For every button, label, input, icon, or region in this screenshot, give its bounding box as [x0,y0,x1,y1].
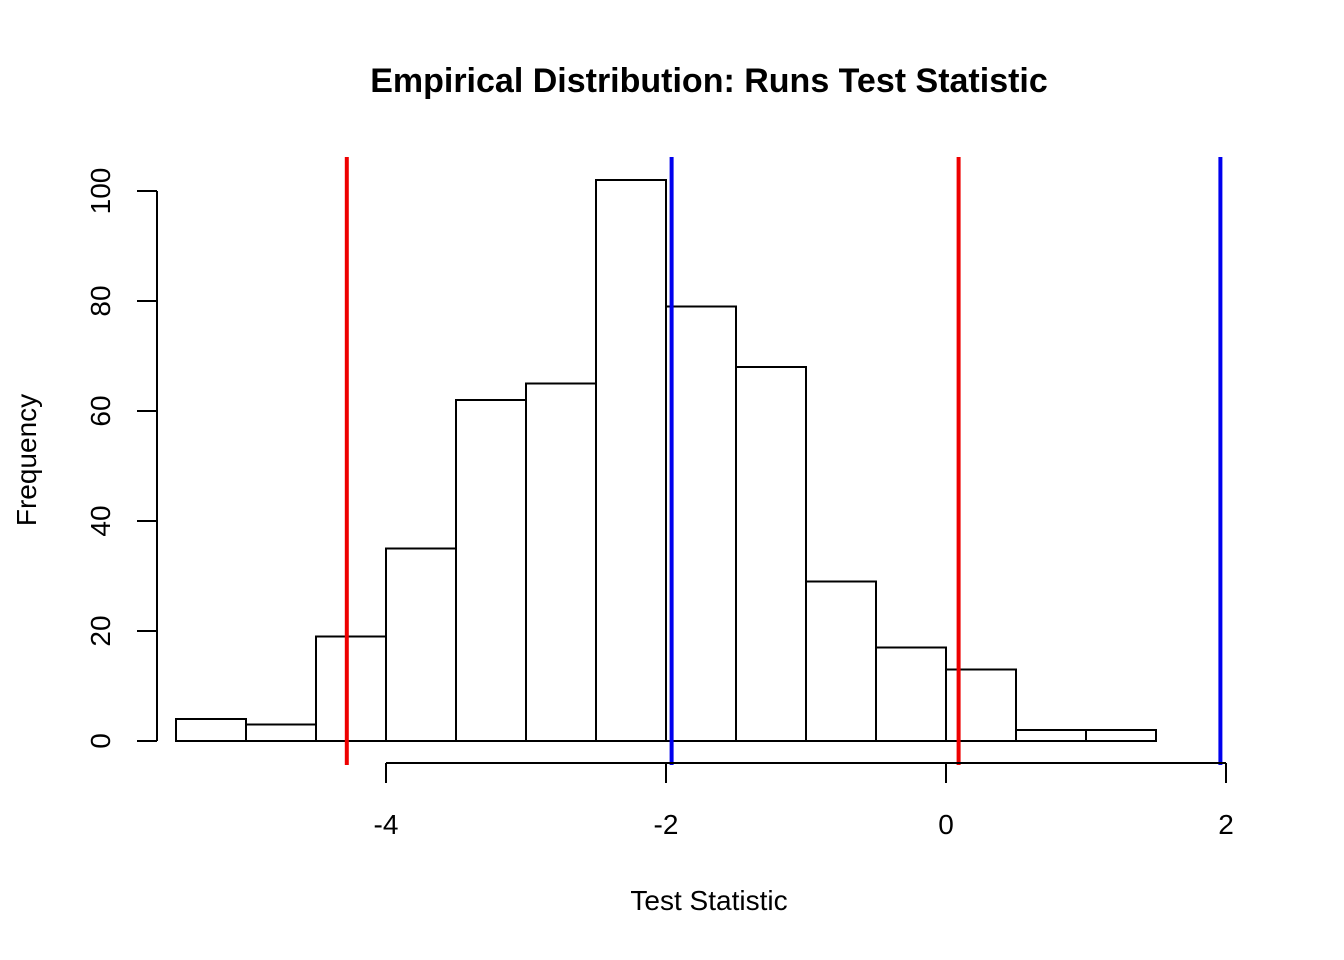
reference-lines [344,157,1223,765]
histogram-bar [945,668,1017,742]
chart-title: Empirical Distribution: Runs Test Statis… [370,62,1048,100]
histogram-bar [1015,729,1087,742]
histogram-bar [315,635,387,742]
x-tick-label: 0 [938,809,954,840]
y-tick-label: 20 [85,615,116,646]
y-tick-label: 0 [85,733,116,749]
histogram-bar [595,179,667,742]
histogram-bar [805,580,877,742]
histogram-bar [245,723,317,742]
y-tick-label: 80 [85,285,116,316]
x-axis-label: Test Statistic [630,885,787,916]
y-axis-label: Frequency [11,394,42,526]
histogram-bar [665,305,737,742]
histogram-bar [455,399,527,742]
histogram-bar [875,646,947,742]
histogram-bar [735,366,807,742]
histogram-bars [175,179,1157,742]
histogram-bar [175,718,247,742]
histogram-bar [1085,729,1157,742]
y-tick-label: 40 [85,505,116,536]
y-tick-label: 100 [85,168,116,215]
y-tick-label: 60 [85,395,116,426]
x-axis: -4 -2 0 2 [374,762,1234,840]
y-axis: 0 20 40 60 80 100 [85,168,158,749]
x-tick-label: 2 [1218,809,1234,840]
x-tick-label: -2 [654,809,679,840]
histogram-bar [525,382,597,742]
histogram-bar [385,547,457,742]
x-tick-label: -4 [374,809,399,840]
